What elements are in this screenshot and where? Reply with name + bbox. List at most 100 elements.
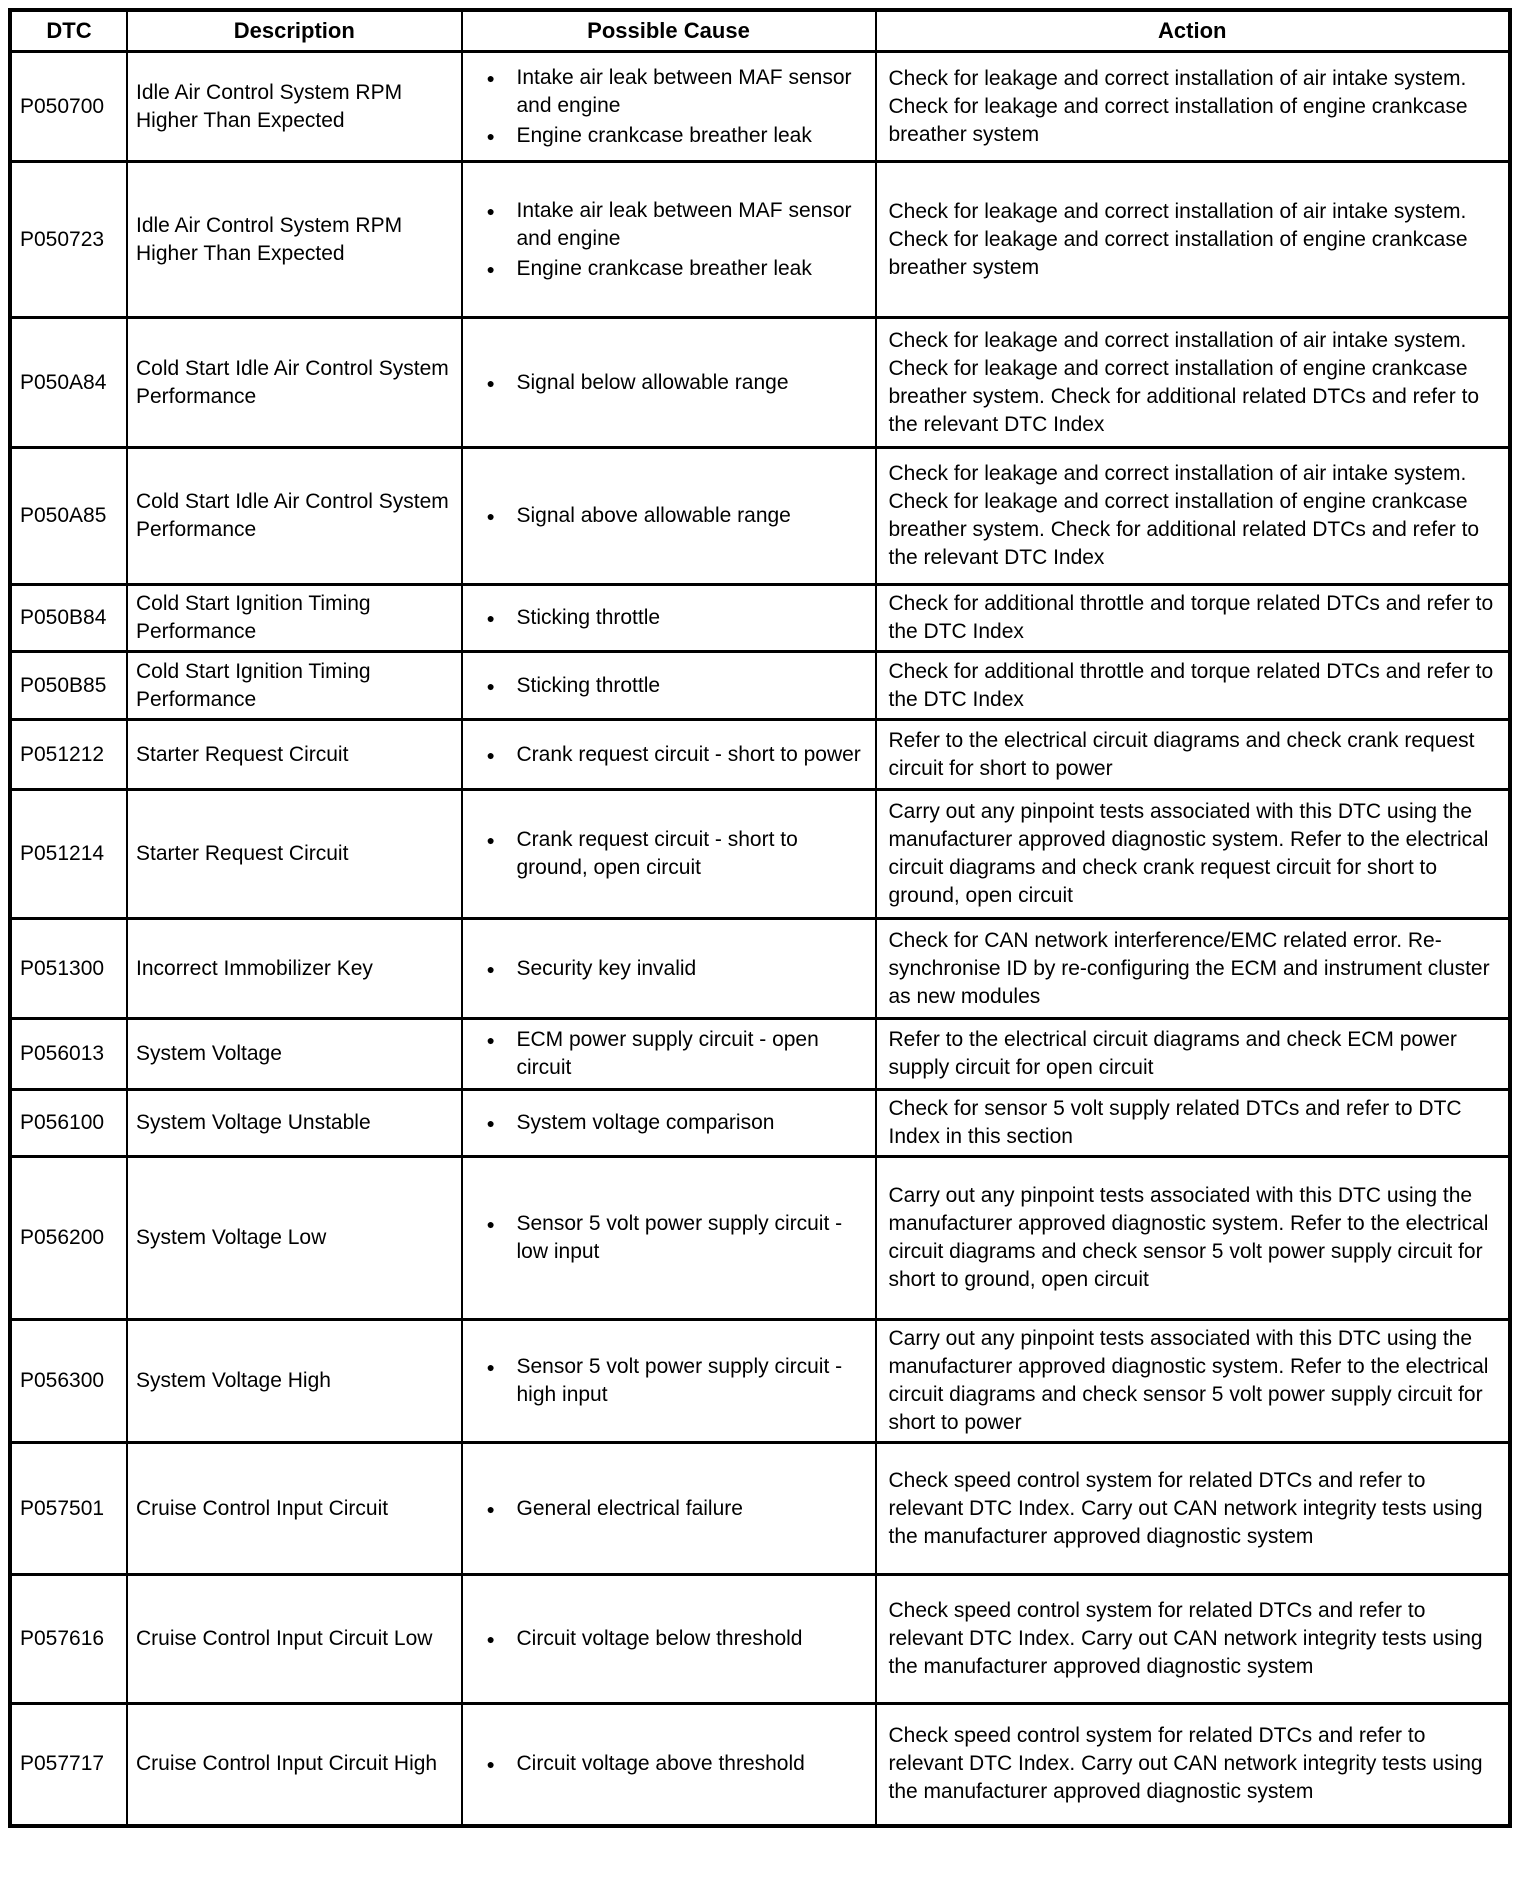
dtc-cell: P057717 (9, 1702, 128, 1827)
description-text: Cruise Control Input Circuit Low (136, 1627, 433, 1650)
cause-list: ● Sensor 5 volt power supply circuit - hi… (467, 1353, 871, 1409)
cause-item: ● Circuit voltage below threshold (467, 1625, 871, 1653)
action-cell: Carry out any pinpoint tests associated … (874, 788, 1511, 920)
table-row: P050B85 Cold Start Ignition Timing Perfo… (9, 650, 1511, 721)
action-text: Check for sensor 5 volt supply related D… (888, 1097, 1462, 1148)
cause-item: ● Security key invalid (467, 955, 871, 983)
cause-list: ● General electrical failure (467, 1495, 871, 1523)
action-cell: Check for leakage and correct installati… (874, 160, 1511, 319)
bullet-icon: ● (486, 260, 495, 277)
action-cell: Carry out any pinpoint tests associated … (874, 1155, 1511, 1321)
table-row: P056013 System Voltage ● ECM power supply… (9, 1017, 1511, 1091)
bullet-icon: ● (486, 832, 495, 848)
description-cell: Starter Request Circuit (126, 788, 463, 920)
action-text: Check speed control system for related D… (888, 1468, 1483, 1548)
table-row: P051212 Starter Request Circuit ● Crank r… (9, 718, 1511, 791)
possible-cause-cell: ● System voltage comparison (460, 1088, 877, 1158)
cause-item: ● Sensor 5 volt power supply circuit - lo… (467, 1210, 871, 1266)
action-cell: Check for leakage and correct installati… (874, 50, 1511, 163)
description-cell: System Voltage Unstable (126, 1088, 463, 1158)
cause-text: Crank request circuit - short to ground,… (516, 828, 798, 879)
description-text: Cold Start Ignition Timing Performance (136, 659, 371, 711)
cause-text: Signal below allowable range (516, 370, 789, 394)
dtc-cell: P057616 (9, 1573, 128, 1705)
dtc-cell: P051214 (9, 788, 128, 920)
cause-list: ● Sensor 5 volt power supply circuit - lo… (467, 1210, 871, 1266)
dtc-code: P056013 (20, 1042, 105, 1065)
description-text: Cold Start Ignition Timing Performance (136, 592, 371, 643)
bullet-icon: ● (486, 374, 495, 391)
description-text: Cruise Control Input Circuit (136, 1496, 389, 1520)
action-text: Refer to the electrical circuit diagrams… (888, 728, 1475, 780)
dtc-code: P057616 (20, 1627, 105, 1650)
bullet-icon: ● (486, 1115, 495, 1131)
possible-cause-cell: ● Circuit voltage below threshold (460, 1573, 877, 1705)
bullet-icon: ● (486, 202, 495, 219)
description-cell: Starter Request Circuit (126, 718, 463, 791)
description-text: System Voltage Low (136, 1226, 327, 1249)
cause-list: ● Circuit voltage above threshold (467, 1750, 871, 1778)
cause-list: ● ECM power supply circuit - open circuit (467, 1026, 871, 1082)
description-text: Cold Start Idle Air Control System Perfo… (136, 356, 449, 408)
possible-cause-cell: ● Crank request circuit - short to power (460, 718, 877, 791)
description-text: Cold Start Idle Air Control System Perfo… (136, 490, 449, 541)
cause-item: ● Engine crankcase breather leak (467, 122, 871, 150)
description-text: System Voltage High (136, 1369, 331, 1392)
cause-text: Engine crankcase breather leak (516, 123, 812, 147)
cause-item: ● Sensor 5 volt power supply circuit - hi… (467, 1353, 871, 1409)
cause-text: General electrical failure (516, 1496, 743, 1520)
table-row: P057616 Cruise Control Input Circuit Low… (9, 1573, 1511, 1705)
action-cell: Refer to the electrical circuit diagrams… (874, 1017, 1511, 1091)
cause-list: ● Intake air leak between MAF sensor and … (467, 64, 871, 150)
cause-item: ● Intake air leak between MAF sensor and … (467, 64, 871, 120)
description-text: System Voltage Unstable (136, 1111, 371, 1134)
table-row: P050A84 Cold Start Idle Air Control Syst… (9, 316, 1511, 449)
bullet-icon: ● (486, 1756, 495, 1773)
cause-item: ● Circuit voltage above threshold (467, 1750, 871, 1778)
description-cell: Cold Start Idle Air Control System Perfo… (126, 446, 463, 586)
column-header-dtc: DTC (9, 8, 128, 53)
bullet-icon: ● (486, 1500, 495, 1517)
action-cell: Check speed control system for related D… (874, 1573, 1511, 1705)
description-text: Starter Request Circuit (136, 742, 349, 766)
dtc-cell: P051212 (9, 718, 128, 791)
cause-text: Sensor 5 volt power supply circuit - hig… (516, 1355, 843, 1406)
action-text: Carry out any pinpoint tests associated … (888, 1327, 1489, 1434)
dtc-code: P057717 (20, 1752, 105, 1776)
cause-item: ● Crank request circuit - short to power (467, 741, 871, 769)
action-text: Carry out any pinpoint tests associated … (888, 800, 1489, 907)
table-row: P050700 Idle Air Control System RPM High… (9, 50, 1511, 163)
cause-list: ● Sticking throttle (467, 672, 871, 700)
description-text: Starter Request Circuit (136, 842, 349, 865)
possible-cause-cell: ● Sensor 5 volt power supply circuit - hi… (460, 1318, 877, 1444)
action-text: Check for leakage and correct installati… (888, 328, 1480, 436)
dtc-cell: P056013 (9, 1017, 128, 1091)
description-cell: Cold Start Ignition Timing Performance (126, 583, 463, 653)
bullet-icon: ● (486, 746, 495, 763)
table-row: P056300 System Voltage High ● Sensor 5 vo… (9, 1318, 1511, 1444)
cause-text: Sensor 5 volt power supply circuit - low… (516, 1212, 843, 1263)
action-text: Carry out any pinpoint tests associated … (888, 1184, 1489, 1291)
bullet-icon: ● (486, 1216, 495, 1232)
cause-item: ● Signal above allowable range (467, 502, 871, 530)
dtc-code: P050723 (20, 227, 105, 251)
cause-text: Intake air leak between MAF sensor and e… (516, 198, 852, 250)
possible-cause-cell: ● Circuit voltage above threshold (460, 1702, 877, 1827)
cause-text: Engine crankcase breather leak (516, 256, 812, 280)
dtc-code: P056300 (20, 1369, 105, 1392)
action-cell: Check for leakage and correct installati… (874, 446, 1511, 586)
action-text: Check for leakage and correct installati… (888, 199, 1468, 279)
column-header-action: Action (874, 8, 1511, 53)
action-cell: Carry out any pinpoint tests associated … (874, 1318, 1511, 1444)
column-header-possible-cause: Possible Cause (460, 8, 877, 53)
cause-text: Intake air leak between MAF sensor and e… (516, 65, 852, 117)
action-text: Check for additional throttle and torque… (888, 659, 1494, 711)
action-text: Check for leakage and correct installati… (888, 462, 1480, 569)
cause-list: ● Crank request circuit - short to power (467, 741, 871, 769)
table-row: P050B84 Cold Start Ignition Timing Perfo… (9, 583, 1511, 653)
table-row: P056200 System Voltage Low ● Sensor 5 vol… (9, 1155, 1511, 1321)
description-cell: Incorrect Immobilizer Key (126, 917, 463, 1020)
cause-list: ● Circuit voltage below threshold (467, 1625, 871, 1653)
dtc-cell: P050A84 (9, 316, 128, 449)
bullet-icon: ● (486, 1359, 495, 1375)
